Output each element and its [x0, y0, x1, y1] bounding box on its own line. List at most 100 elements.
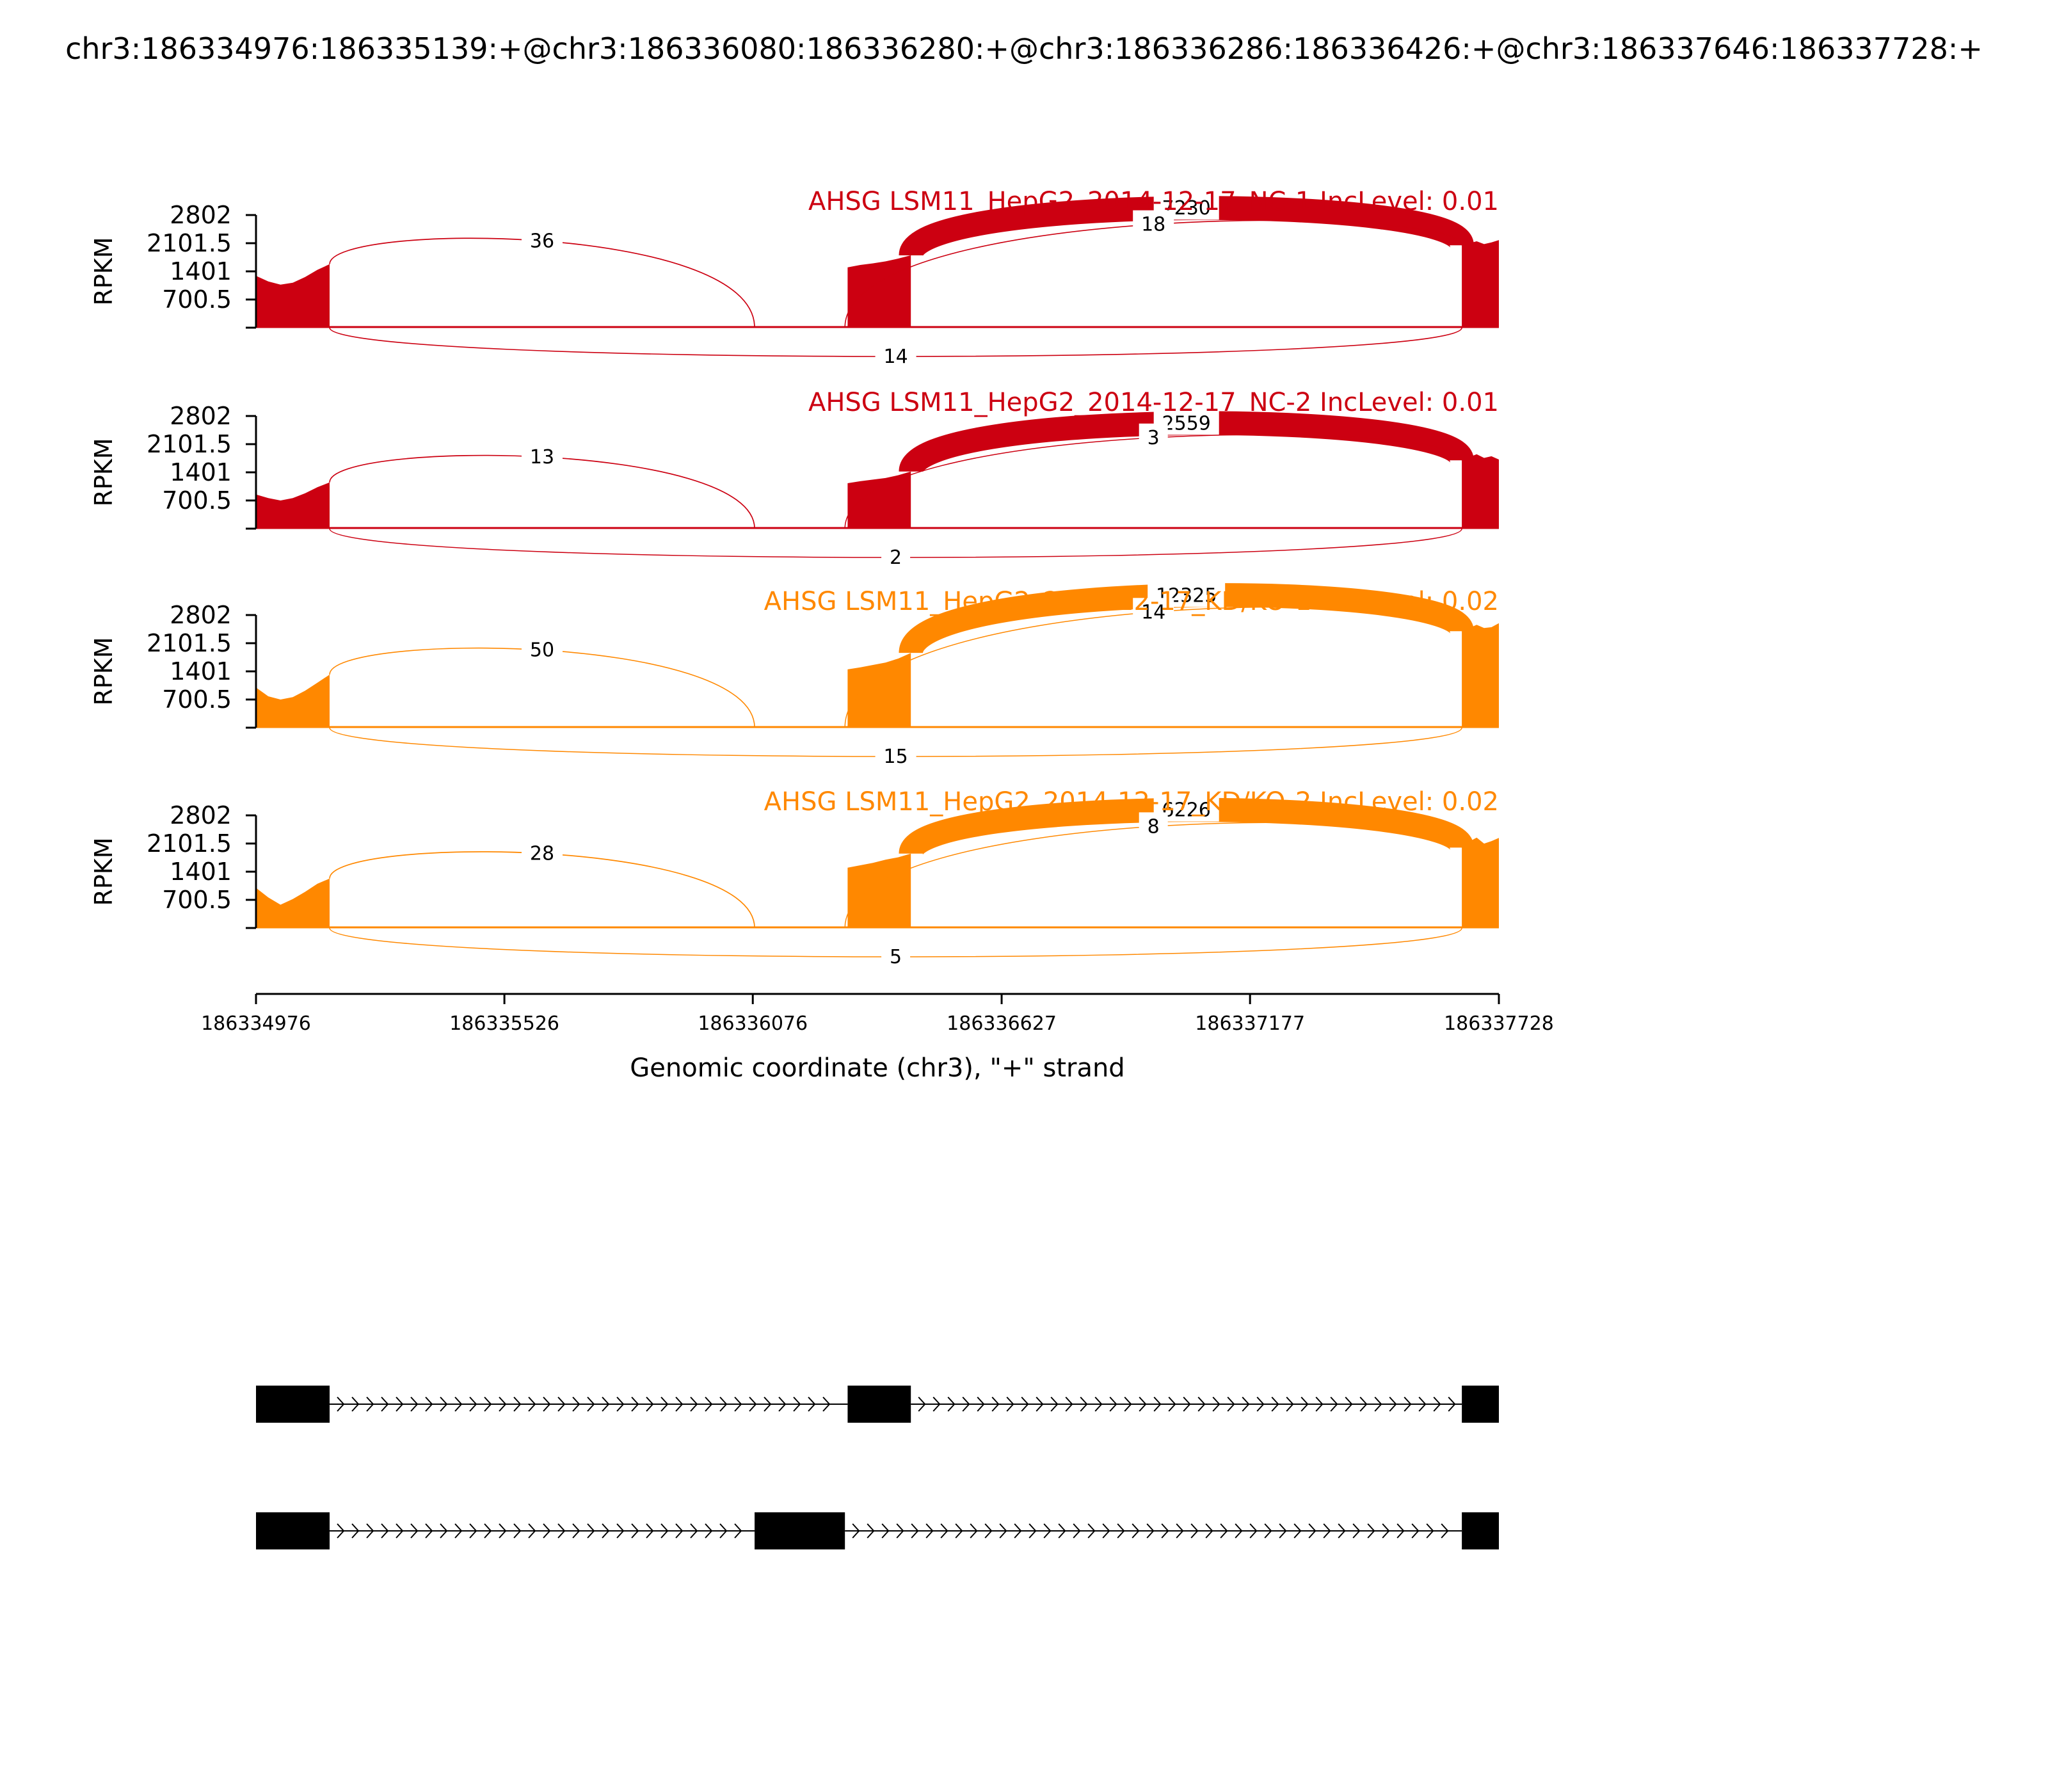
strand-arrow-icon — [1433, 1396, 1441, 1412]
exon-block — [847, 1386, 911, 1423]
strand-arrow-icon — [852, 1523, 860, 1539]
strand-arrow-icon — [1153, 1396, 1162, 1412]
y-tick-label: 2802 — [170, 801, 232, 829]
junction-count-label: 8 — [1148, 815, 1160, 838]
strand-arrow-icon — [675, 1396, 684, 1412]
strand-arrow-icon — [1256, 1396, 1265, 1412]
y-tick-label: 2802 — [170, 201, 232, 229]
strand-arrow-icon — [557, 1396, 566, 1412]
strand-arrow-icon — [513, 1396, 522, 1412]
strand-arrow-icon — [705, 1523, 713, 1539]
y-axis-label: RPKM — [90, 438, 118, 506]
strand-arrow-icon — [440, 1396, 448, 1412]
y-tick-label: 2802 — [170, 402, 232, 430]
strand-arrow-icon — [366, 1396, 374, 1412]
strand-arrow-icon — [1235, 1523, 1243, 1539]
junction-count-label: 3 — [1148, 427, 1160, 449]
isoform-model — [256, 1512, 1499, 1549]
strand-arrow-icon — [646, 1523, 654, 1539]
coverage-area — [1462, 240, 1499, 328]
strand-arrow-icon — [484, 1396, 492, 1412]
y-tick-label: 1401 — [170, 257, 232, 285]
strand-arrow-icon — [528, 1396, 536, 1412]
strand-arrow-icon — [918, 1396, 926, 1412]
sample-label: AHSG LSM11_HepG2_2014-12-17_KD/KO-1 IncL… — [764, 587, 1499, 616]
y-tick-label: 700.5 — [162, 486, 232, 515]
strand-arrow-icon — [1220, 1523, 1228, 1539]
junction-label-box — [522, 839, 563, 865]
junction-count-label: 13 — [530, 446, 554, 468]
sample-label: AHSG LSM11_HepG2_2014-12-17_KD/KO-2 IncL… — [764, 787, 1499, 817]
strand-arrow-icon — [351, 1523, 360, 1539]
strand-arrow-icon — [1352, 1523, 1361, 1539]
strand-arrow-icon — [499, 1523, 507, 1539]
coverage-area — [256, 675, 330, 728]
strand-arrow-icon — [381, 1396, 389, 1412]
strand-arrow-icon — [749, 1396, 757, 1412]
strand-arrow-icon — [991, 1396, 1000, 1412]
y-tick-label: 2101.5 — [147, 629, 232, 657]
strand-arrow-icon — [984, 1523, 993, 1539]
strand-arrow-icon — [911, 1523, 919, 1539]
junction-count-label: 36 — [530, 230, 554, 252]
strand-arrow-icon — [1132, 1523, 1140, 1539]
y-axis-label: RPKM — [90, 837, 118, 906]
strand-arrow-icon — [1014, 1523, 1022, 1539]
strand-arrow-icon — [381, 1523, 389, 1539]
junction-count-label: 50 — [530, 639, 554, 662]
strand-arrow-icon — [366, 1523, 374, 1539]
junction-count-label: 2559 — [1162, 412, 1211, 435]
strand-arrow-icon — [646, 1396, 654, 1412]
strand-arrow-icon — [1109, 1396, 1117, 1412]
strand-arrow-icon — [1389, 1396, 1397, 1412]
strand-arrow-icon — [1065, 1396, 1073, 1412]
strand-arrow-icon — [499, 1396, 507, 1412]
strand-arrow-icon — [690, 1523, 698, 1539]
y-tick-label: 2802 — [170, 601, 232, 629]
strand-arrow-icon — [1190, 1523, 1199, 1539]
strand-arrow-icon — [543, 1396, 551, 1412]
x-axis: 186334976 186335526 186336076 186336627 1863… — [201, 993, 1554, 1035]
strand-arrow-icon — [1300, 1396, 1309, 1412]
strand-arrow-icon — [337, 1396, 345, 1412]
strand-arrow-icon — [734, 1396, 742, 1412]
coverage-area — [847, 471, 911, 529]
strand-arrow-icon — [1227, 1396, 1235, 1412]
y-tick-label: 1401 — [170, 858, 232, 886]
junction-count-label: 18 — [1141, 214, 1165, 236]
strand-arrow-icon — [587, 1523, 595, 1539]
junction-label-box — [875, 342, 916, 368]
junction-label-box — [1133, 210, 1174, 236]
junction-count-label: 28 — [530, 843, 554, 865]
strand-arrow-icon — [1028, 1523, 1037, 1539]
strand-arrow-icon — [1087, 1523, 1096, 1539]
y-axis-label: RPKM — [90, 237, 118, 305]
strand-arrow-icon — [764, 1396, 772, 1412]
strand-arrow-icon — [469, 1523, 477, 1539]
sample-label: AHSG LSM11_HepG2_2014-12-17_NC-2 IncLeve… — [808, 388, 1499, 417]
strand-arrow-icon — [1242, 1396, 1250, 1412]
strand-arrow-icon — [410, 1523, 419, 1539]
strand-arrow-icon — [425, 1396, 433, 1412]
strand-arrow-icon — [808, 1396, 816, 1412]
strand-arrow-icon — [1315, 1396, 1324, 1412]
strand-arrow-icon — [675, 1523, 684, 1539]
strand-arrow-icon — [351, 1396, 360, 1412]
strand-arrow-icon — [1094, 1396, 1103, 1412]
strand-arrow-icon — [896, 1523, 904, 1539]
strand-arrow-icon — [631, 1396, 639, 1412]
junction-label-box — [1133, 598, 1174, 624]
x-tick-label: 186336076 — [698, 1012, 808, 1035]
strand-arrow-icon — [940, 1523, 948, 1539]
strand-arrow-icon — [337, 1523, 345, 1539]
strand-arrow-icon — [822, 1396, 831, 1412]
x-tick-label: 186337177 — [1195, 1012, 1305, 1035]
junction-label-box — [1139, 812, 1168, 838]
strand-arrow-icon — [1286, 1396, 1294, 1412]
junction-count-label: 14 — [1141, 601, 1165, 623]
strand-arrow-icon — [410, 1396, 419, 1412]
